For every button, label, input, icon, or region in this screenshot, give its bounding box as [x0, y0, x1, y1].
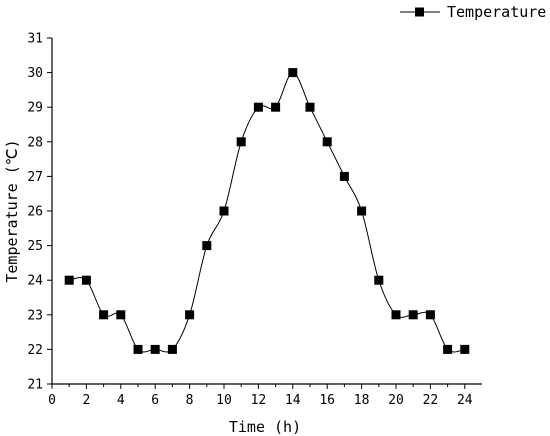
data-point-marker [116, 310, 126, 320]
data-point-marker [150, 344, 160, 354]
data-point-marker [219, 206, 229, 216]
data-point-marker [202, 241, 212, 251]
data-point-marker [81, 275, 91, 285]
data-point-marker [236, 137, 246, 147]
x-tick-label: 0 [48, 393, 56, 408]
data-point-marker [425, 310, 435, 320]
data-point-marker [460, 344, 470, 354]
data-point-marker [64, 275, 74, 285]
y-axis-title: Temperature (℃) [3, 139, 21, 282]
y-tick-label: 29 [27, 101, 43, 116]
data-point-marker [443, 344, 453, 354]
legend-marker [415, 7, 424, 17]
x-tick-label: 20 [388, 393, 404, 408]
data-point-marker [357, 206, 367, 216]
y-tick-label: 28 [27, 135, 43, 150]
x-tick-label: 2 [82, 393, 90, 408]
y-tick-label: 31 [27, 32, 43, 47]
x-tick-label: 18 [354, 393, 370, 408]
data-point-marker [167, 344, 177, 354]
y-tick-label: 27 [27, 170, 43, 185]
y-tick-label: 25 [27, 239, 43, 254]
data-point-marker [253, 102, 263, 112]
x-tick-label: 10 [216, 393, 232, 408]
data-point-marker [133, 344, 143, 354]
data-point-marker [408, 310, 418, 320]
y-tick-label: 23 [27, 308, 43, 323]
data-point-marker [305, 102, 315, 112]
data-point-marker [185, 310, 195, 320]
legend: Temperature [400, 3, 546, 21]
y-tick-label: 24 [27, 274, 43, 289]
data-point-marker [322, 137, 332, 147]
y-tick-label: 21 [27, 378, 43, 393]
data-point-marker [288, 68, 298, 78]
y-ticks: 21 22 23 24 25 26 27 28 29 30 31 [27, 32, 52, 393]
data-point-marker [99, 310, 109, 320]
y-tick-label: 22 [27, 343, 43, 358]
series-line [69, 72, 465, 353]
series-markers [64, 68, 470, 354]
x-tick-label: 6 [151, 393, 159, 408]
series-temperature [64, 68, 470, 354]
x-tick-label: 24 [457, 393, 473, 408]
x-tick-label: 8 [186, 393, 194, 408]
x-ticks: 0 2 4 6 8 10 12 14 16 18 20 22 24 [48, 384, 473, 408]
x-tick-label: 14 [285, 393, 301, 408]
x-tick-label: 16 [319, 393, 335, 408]
data-point-marker [271, 102, 281, 112]
x-axis-title: Time (h) [229, 418, 301, 436]
axes [51, 38, 482, 385]
x-tick-label: 4 [117, 393, 125, 408]
data-point-marker [339, 171, 349, 181]
legend-label: Temperature [447, 3, 546, 21]
data-point-marker [391, 310, 401, 320]
y-tick-label: 30 [27, 66, 43, 81]
y-tick-label: 26 [27, 205, 43, 220]
x-tick-label: 12 [251, 393, 267, 408]
x-tick-label: 22 [423, 393, 439, 408]
data-point-marker [374, 275, 384, 285]
